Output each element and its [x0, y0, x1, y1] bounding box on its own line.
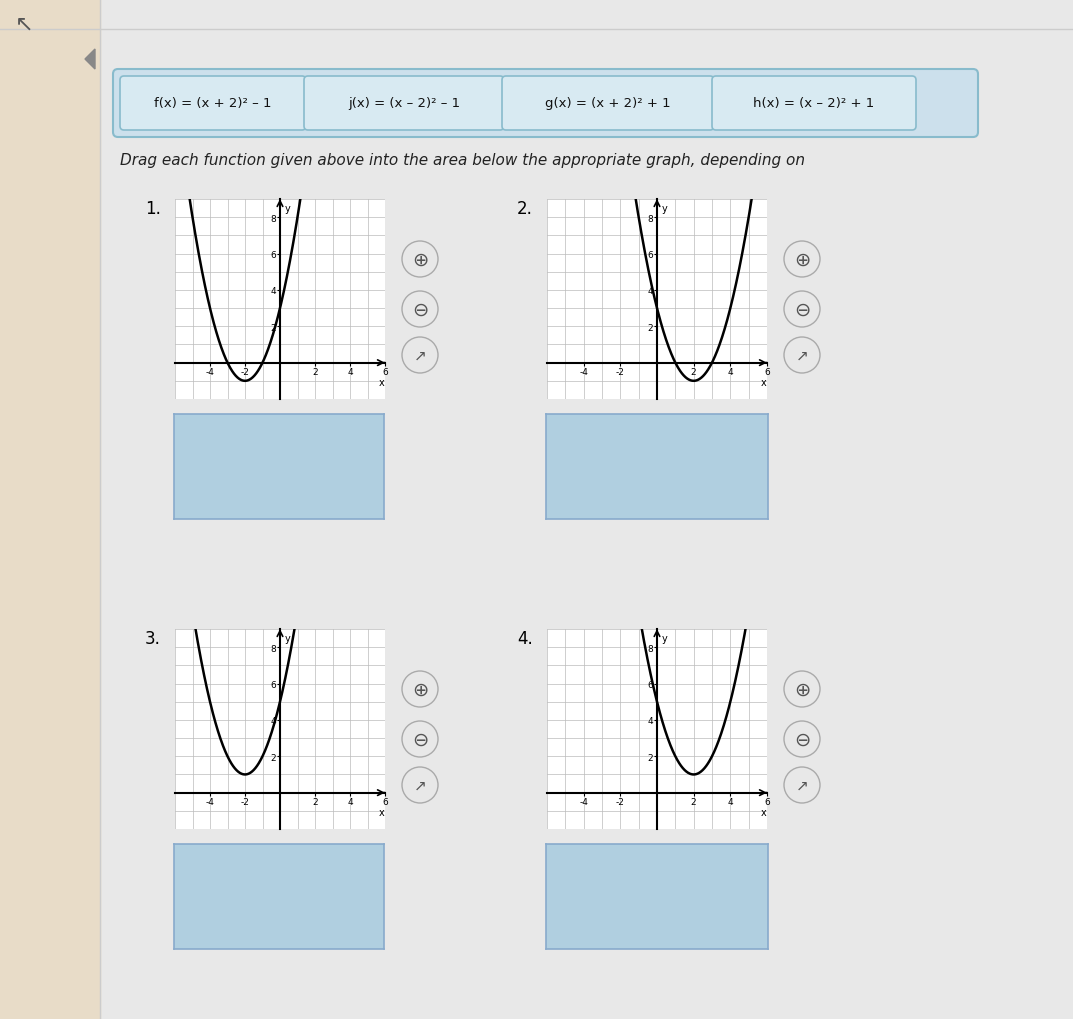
- Circle shape: [402, 337, 438, 374]
- Text: ⊖: ⊖: [412, 730, 428, 749]
- Circle shape: [402, 721, 438, 757]
- Text: ⊖: ⊖: [794, 301, 810, 319]
- FancyBboxPatch shape: [542, 842, 773, 951]
- Text: ⊕: ⊕: [412, 680, 428, 699]
- FancyBboxPatch shape: [502, 76, 714, 130]
- Text: ↗: ↗: [795, 777, 808, 793]
- Text: 1.: 1.: [145, 200, 161, 218]
- FancyBboxPatch shape: [170, 842, 388, 951]
- Text: g(x) = (x + 2)² + 1: g(x) = (x + 2)² + 1: [545, 98, 671, 110]
- Text: ⊕: ⊕: [412, 251, 428, 269]
- Text: ⊖: ⊖: [794, 730, 810, 749]
- FancyBboxPatch shape: [542, 413, 773, 522]
- Text: ⊖: ⊖: [412, 301, 428, 319]
- Circle shape: [784, 291, 820, 328]
- Bar: [0, 0, 100, 1019]
- Circle shape: [402, 672, 438, 707]
- FancyBboxPatch shape: [120, 76, 306, 130]
- Text: ↗: ↗: [795, 348, 808, 363]
- Text: f(x) = (x + 2)² – 1: f(x) = (x + 2)² – 1: [155, 98, 271, 110]
- Text: ⊕: ⊕: [794, 251, 810, 269]
- Circle shape: [784, 767, 820, 803]
- Text: x: x: [379, 807, 384, 817]
- Text: x: x: [761, 378, 766, 388]
- FancyBboxPatch shape: [304, 76, 504, 130]
- Circle shape: [784, 672, 820, 707]
- Circle shape: [784, 721, 820, 757]
- Text: h(x) = (x – 2)² + 1: h(x) = (x – 2)² + 1: [753, 98, 874, 110]
- Circle shape: [784, 337, 820, 374]
- Text: j(x) = (x – 2)² – 1: j(x) = (x – 2)² – 1: [348, 98, 460, 110]
- Text: y: y: [284, 633, 290, 643]
- Text: y: y: [662, 633, 667, 643]
- Text: y: y: [662, 204, 667, 213]
- Circle shape: [402, 242, 438, 278]
- FancyBboxPatch shape: [170, 413, 388, 522]
- Text: x: x: [379, 378, 384, 388]
- Text: ↗: ↗: [413, 777, 426, 793]
- Circle shape: [784, 242, 820, 278]
- Text: 3.: 3.: [145, 630, 161, 647]
- Text: x: x: [761, 807, 766, 817]
- Text: 2.: 2.: [517, 200, 533, 218]
- FancyBboxPatch shape: [712, 76, 916, 130]
- FancyBboxPatch shape: [113, 70, 978, 138]
- Circle shape: [402, 291, 438, 328]
- Text: ↖: ↖: [15, 15, 33, 35]
- Text: y: y: [284, 204, 290, 213]
- Text: Drag each function given above into the area below the appropriate graph, depend: Drag each function given above into the …: [120, 153, 805, 167]
- Polygon shape: [85, 50, 95, 70]
- Circle shape: [402, 767, 438, 803]
- Text: ↗: ↗: [413, 348, 426, 363]
- Text: ⊕: ⊕: [794, 680, 810, 699]
- Text: 4.: 4.: [517, 630, 533, 647]
